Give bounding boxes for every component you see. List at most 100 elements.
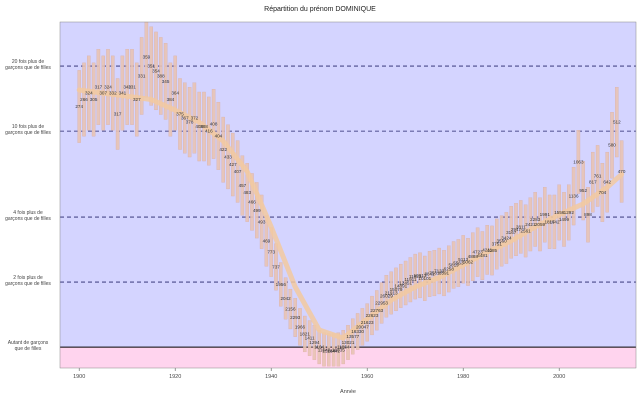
x-tick-label: 2000 xyxy=(553,374,565,380)
data-point-label: 388 xyxy=(200,124,208,129)
data-point-label: 13021 xyxy=(342,340,355,345)
data-point-label: 4723 xyxy=(472,250,483,255)
data-point-label: 384 xyxy=(167,97,175,102)
data-point-label: 4211 xyxy=(482,247,492,252)
data-point-label: 354 xyxy=(152,68,160,73)
data-point-label: 422 xyxy=(219,147,227,152)
data-point-label: 427 xyxy=(229,162,237,167)
data-bar xyxy=(456,239,461,287)
data-point-label: 3751 xyxy=(492,242,503,247)
x-tick-label: 1900 xyxy=(73,374,85,380)
data-bar xyxy=(399,263,403,308)
data-point-label: 1642 xyxy=(549,219,560,224)
data-bar xyxy=(82,62,86,137)
data-bar xyxy=(408,257,413,303)
chart-title: Répartition du prénom DOMINIQUE xyxy=(264,6,376,13)
data-bar xyxy=(533,192,537,247)
x-tick-label: 1920 xyxy=(169,374,181,380)
data-point-label: 11643 xyxy=(318,347,331,352)
y-tick-label: Autant de garçons xyxy=(8,340,49,346)
data-bar xyxy=(384,275,389,318)
data-point-label: 737 xyxy=(272,264,280,269)
y-tick-label: garçons que de filles xyxy=(5,130,51,136)
data-point-label: 2042 xyxy=(280,296,291,301)
data-bar xyxy=(519,200,523,254)
data-bar xyxy=(259,194,264,249)
data-point-label: 7133 xyxy=(434,269,445,274)
data-point-label: 6591 xyxy=(439,271,450,276)
data-point-label: 11021 xyxy=(409,274,422,279)
data-bar xyxy=(379,282,384,324)
data-point-label: 345 xyxy=(162,79,170,84)
data-point-label: 407 xyxy=(234,169,242,174)
data-point-label: 2156 xyxy=(285,307,296,312)
data-bar xyxy=(298,308,302,346)
data-bar xyxy=(461,235,465,284)
data-bar xyxy=(346,325,350,360)
data-point-label: 2947 xyxy=(511,227,522,232)
data-bar xyxy=(221,116,225,183)
data-point-label: 388 xyxy=(157,73,165,78)
x-tick-label: 1940 xyxy=(265,374,277,380)
data-point-label: 1063 xyxy=(573,159,584,164)
data-point-label: 1991 xyxy=(540,212,551,217)
data-bar xyxy=(586,187,590,243)
data-bar xyxy=(576,130,581,194)
data-point-label: 359 xyxy=(143,55,151,60)
data-point-label: 2421 xyxy=(525,222,536,227)
data-point-label: 331 xyxy=(128,85,136,90)
data-point-label: 12451 xyxy=(399,280,412,285)
data-bar xyxy=(211,88,216,159)
data-bar xyxy=(394,267,398,312)
data-point-label: 15144 xyxy=(322,348,335,353)
data-bar xyxy=(423,255,427,301)
data-bar xyxy=(475,227,480,277)
data-bar xyxy=(341,330,345,365)
data-bar xyxy=(235,140,240,203)
data-bar xyxy=(595,145,600,207)
data-point-label: 4481 xyxy=(477,253,488,258)
data-point-label: 317 xyxy=(95,85,103,90)
data-bar xyxy=(159,37,163,115)
data-point-label: 773 xyxy=(267,250,275,255)
data-point-label: 1164 xyxy=(314,345,324,350)
data-point-label: 404 xyxy=(215,133,223,138)
data-point-label: 1821 xyxy=(300,331,311,336)
data-point-label: 26029 xyxy=(380,294,393,299)
x-tick-label: 1960 xyxy=(361,374,373,380)
data-point-label: 493 xyxy=(258,219,266,224)
data-point-label: 16441 xyxy=(327,348,340,353)
y-tick-label: 2 fois plus de xyxy=(13,275,43,281)
data-point-label: 761 xyxy=(594,173,602,178)
data-point-label: 14891 xyxy=(394,283,407,288)
data-bar xyxy=(615,87,619,158)
data-bar xyxy=(418,252,422,299)
data-bar xyxy=(427,251,432,297)
data-point-label: 364 xyxy=(171,91,179,96)
data-bar xyxy=(77,70,81,143)
data-bar xyxy=(144,21,149,98)
data-bar xyxy=(336,332,341,367)
data-point-label: 408 xyxy=(210,121,218,126)
data-bar xyxy=(226,124,230,190)
data-point-label: 898 xyxy=(584,212,592,217)
data-bar xyxy=(231,132,235,197)
data-bar xyxy=(451,241,456,289)
data-bar xyxy=(413,253,417,300)
data-point-label: 1294 xyxy=(309,340,320,345)
data-point-label: 817 xyxy=(589,180,597,185)
data-point-label: 324 xyxy=(104,85,112,90)
data-bar xyxy=(173,55,177,131)
data-point-label: 21913 xyxy=(385,290,398,295)
data-point-label: 2811 xyxy=(516,224,526,229)
data-point-label: 2561 xyxy=(520,228,531,233)
data-point-label: 5113 xyxy=(458,257,468,262)
y-tick-label: 10 fois plus de xyxy=(12,124,44,130)
data-bar xyxy=(528,197,533,252)
data-point-label: 16835 xyxy=(332,347,345,352)
data-bar xyxy=(619,140,624,203)
data-point-label: 408 xyxy=(195,124,203,129)
data-point-label: 2293 xyxy=(290,315,301,320)
data-point-label: 10813 xyxy=(414,273,427,278)
data-point-label: 22763 xyxy=(370,308,383,313)
